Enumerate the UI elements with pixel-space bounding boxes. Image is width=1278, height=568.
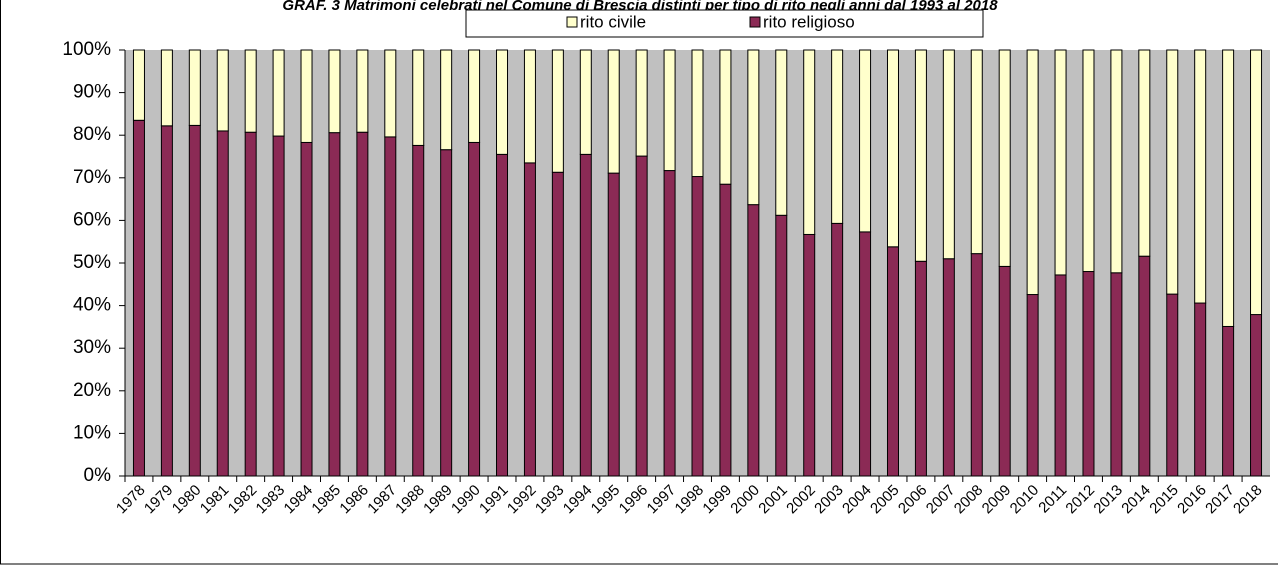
legend-label: rito civile [580,12,646,31]
bar-segment [998,265,1011,477]
bar-segment [942,49,955,260]
bar-segment [859,49,872,233]
bar-segment [468,49,481,143]
bar-segment [300,141,313,477]
y-tick-label: 100% [62,39,111,60]
legend-swatch [566,16,578,28]
bar-segment [160,125,173,477]
bar-segment [719,49,732,185]
bar-segment [859,231,872,477]
bar-segment [384,49,397,138]
bar-segment [1082,271,1095,477]
y-tick-label: 80% [73,124,111,145]
bar-segment [523,49,536,164]
y-tick-label: 40% [73,295,111,316]
bar-segment [579,49,592,155]
bar-segment [579,153,592,477]
legend-swatch [749,16,761,28]
bar-segment [998,49,1011,267]
bar-segment [1194,302,1207,477]
bar-segment [1082,49,1095,273]
bar-segment [635,49,648,157]
bar-segment [803,233,816,477]
bar-segment [1054,49,1067,276]
y-tick-label: 10% [73,422,111,443]
bar-segment [1222,325,1235,477]
bar-segment [886,246,899,477]
legend-label: rito religioso [763,12,855,31]
bar-segment [272,135,285,477]
bar-segment [1138,255,1151,477]
bar-segment [132,49,145,121]
bar-segment [1250,49,1263,316]
bar-segment [496,153,509,477]
bar-segment [942,258,955,477]
y-tick-label: 90% [73,82,111,103]
bar-segment [691,176,704,477]
y-tick-label: 20% [73,380,111,401]
bar-segment [1138,49,1151,257]
y-tick-label: 0% [84,465,112,486]
bar-segment [914,260,927,477]
y-tick-label: 60% [73,209,111,230]
bar-segment [440,49,453,151]
bar-segment [719,183,732,477]
bar-segment [970,253,983,477]
bar-segment [831,49,844,224]
bar-segment [635,155,648,477]
bar-segment [188,49,201,126]
bar-segment [831,222,844,477]
bar-segment [663,170,676,477]
bar-segment [328,49,341,134]
bar-segment [160,49,173,127]
bar-segment [691,49,704,178]
bar-segment [356,131,369,477]
bar-segment [1166,49,1179,295]
bar-segment [663,49,676,172]
bar-segment [1250,314,1263,477]
bar-segment [468,141,481,477]
bar-segment [132,119,145,477]
bar-segment [244,131,257,477]
bar-segment [914,49,927,262]
bar-segment [328,132,341,477]
bar-segment [440,149,453,477]
bar-segment [188,124,201,477]
bar-segment [607,49,620,174]
y-tick-label: 30% [73,337,111,358]
bar-segment [412,49,425,146]
bar-segment [216,49,229,132]
bar-segment [412,144,425,477]
bar-segment [300,49,313,143]
bar-segment [1054,274,1067,477]
bar-segment [1110,49,1123,274]
bar-segment [1194,49,1207,304]
bar-segment [216,130,229,477]
bar-segment [1166,293,1179,477]
bar-segment [272,49,285,137]
bar-segment [803,49,816,235]
bar-segment [775,49,788,216]
bar-segment [775,214,788,477]
bar-segment [747,204,760,477]
y-tick-label: 70% [73,167,111,188]
bar-segment [1222,49,1235,327]
bar-segment [384,136,397,477]
bar-segment [244,49,257,133]
bar-segment [551,171,564,477]
bar-segment [496,49,509,155]
bar-segment [747,49,760,206]
legend-box [465,9,984,38]
bar-segment [886,49,899,248]
bar-segment [1026,49,1039,296]
bar-segment [523,162,536,477]
bar-segment [551,49,564,173]
bar-segment [1110,272,1123,477]
y-tick-label: 50% [73,252,111,273]
bar-segment [356,49,369,133]
bar-segment [970,49,983,255]
bar-segment [607,172,620,477]
bar-segment [1026,294,1039,477]
